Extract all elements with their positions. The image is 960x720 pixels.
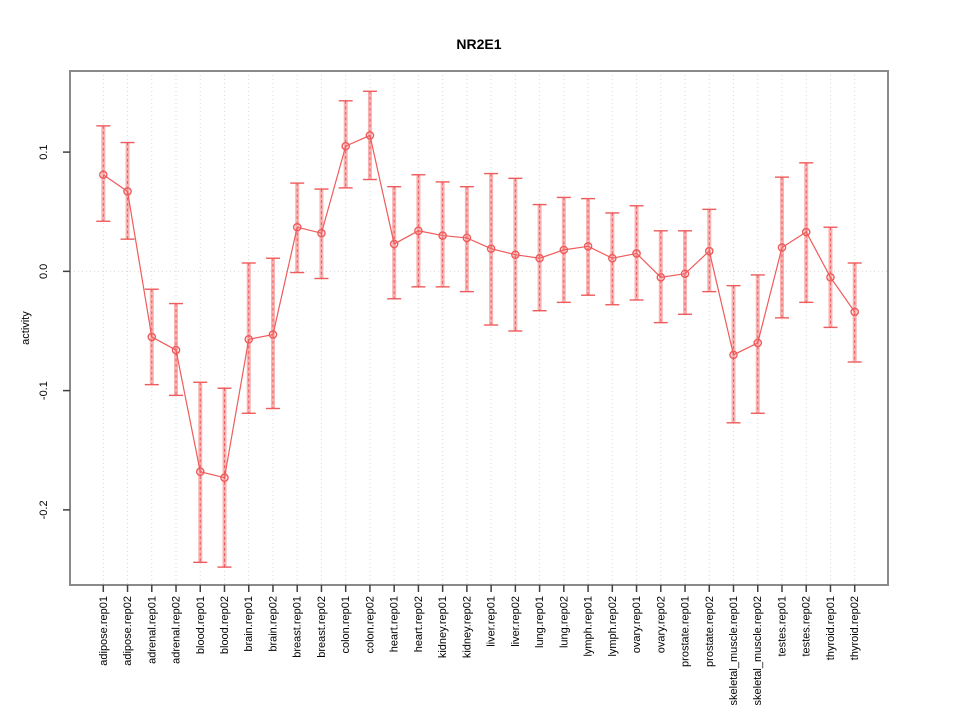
y-tick-label: 0.0 xyxy=(38,264,50,279)
data-point xyxy=(317,228,326,238)
x-tick-label: ovary.rep01 xyxy=(631,596,643,653)
data-point xyxy=(826,273,835,282)
data-point xyxy=(99,170,108,180)
x-tick-label: breast.rep02 xyxy=(316,596,328,658)
y-tick-label: 0.1 xyxy=(38,144,50,159)
data-point xyxy=(559,245,569,255)
x-tick-label: prostate.rep01 xyxy=(680,596,692,667)
x-tick-label: skeletal_muscle.rep01 xyxy=(728,596,740,705)
x-tick-label: prostate.rep02 xyxy=(704,596,716,667)
x-tick-label: kidney.rep02 xyxy=(461,596,473,658)
x-tick-label: skeletal_muscle.rep02 xyxy=(752,596,764,705)
x-tick-label: testes.rep02 xyxy=(801,596,813,657)
x-tick-label: liver.rep02 xyxy=(510,596,522,647)
x-tick-label: heart.rep01 xyxy=(389,596,401,652)
data-point xyxy=(438,231,447,240)
series-line xyxy=(102,134,856,479)
data-point xyxy=(850,307,860,317)
y-tick-label: -0.2 xyxy=(38,500,50,519)
x-tick-label: lymph.rep01 xyxy=(583,596,595,657)
data-point xyxy=(244,335,254,344)
x-tick-label: lymph.rep02 xyxy=(607,596,619,657)
data-point xyxy=(680,269,690,279)
data-point xyxy=(729,350,738,360)
plot-frame xyxy=(69,70,889,586)
x-tick-label: blood.rep01 xyxy=(195,596,207,654)
data-point xyxy=(462,233,472,243)
x-tick-label: kidney.rep01 xyxy=(437,596,449,658)
data-point xyxy=(171,345,181,355)
x-tick-label: thyroid.rep01 xyxy=(825,596,837,660)
y-tick-label: -0.1 xyxy=(38,381,50,400)
x-tick-label: brain.rep02 xyxy=(267,596,279,652)
data-point xyxy=(753,338,763,348)
data-point xyxy=(123,187,132,196)
data-point xyxy=(801,227,811,237)
data-point xyxy=(535,253,544,263)
data-point xyxy=(511,250,520,259)
data-point xyxy=(777,243,787,252)
data-point xyxy=(147,332,157,342)
x-tick-label: lung.rep02 xyxy=(558,596,570,648)
data-point xyxy=(292,222,302,232)
x-tick-label: heart.rep02 xyxy=(413,596,425,652)
x-tick-label: breast.rep01 xyxy=(292,596,304,658)
x-tick-label: brain.rep01 xyxy=(243,596,255,652)
x-tick-label: adrenal.rep02 xyxy=(171,596,183,664)
x-tick-label: colon.rep01 xyxy=(340,596,352,654)
x-tick-label: colon.rep02 xyxy=(364,596,376,654)
x-tick-label: thyroid.rep02 xyxy=(849,596,861,660)
data-point xyxy=(608,253,617,263)
data-point xyxy=(365,131,375,140)
data-point xyxy=(632,249,641,258)
data-point xyxy=(656,273,666,282)
data-point xyxy=(486,244,496,253)
data-point xyxy=(341,141,350,151)
data-point xyxy=(220,473,229,482)
x-tick-label: adipose.rep01 xyxy=(98,596,110,666)
x-tick-label: adrenal.rep01 xyxy=(146,596,158,664)
data-point xyxy=(195,467,205,477)
x-tick-label: liver.rep01 xyxy=(486,596,498,647)
x-tick-label: adipose.rep02 xyxy=(122,596,134,666)
x-tick-label: ovary.rep02 xyxy=(655,596,667,653)
data-point xyxy=(704,246,714,256)
chart-title: NR2E1 xyxy=(456,36,502,52)
data-point xyxy=(414,226,423,236)
x-tick-label: blood.rep02 xyxy=(219,596,231,654)
data-point xyxy=(389,239,399,249)
x-tick-label: testes.rep01 xyxy=(776,596,788,657)
data-point xyxy=(583,242,593,251)
x-tick-label: lung.rep01 xyxy=(534,596,546,648)
data-point xyxy=(268,330,278,339)
